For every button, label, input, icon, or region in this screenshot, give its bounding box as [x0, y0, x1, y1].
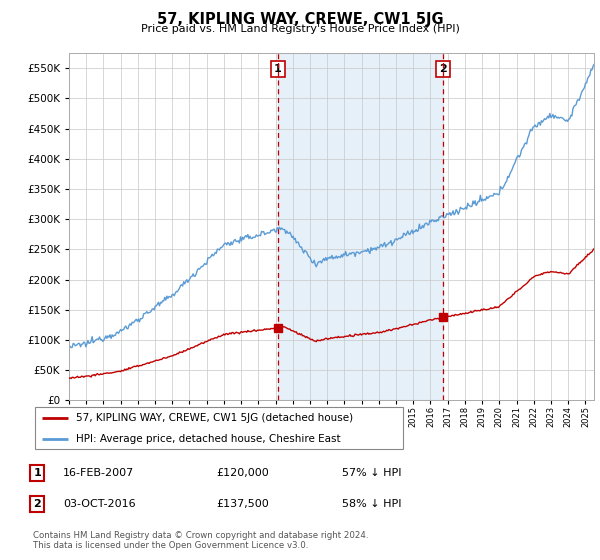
FancyBboxPatch shape	[35, 407, 403, 450]
Text: Contains HM Land Registry data © Crown copyright and database right 2024.
This d: Contains HM Land Registry data © Crown c…	[33, 531, 368, 550]
Text: 57, KIPLING WAY, CREWE, CW1 5JG (detached house): 57, KIPLING WAY, CREWE, CW1 5JG (detache…	[76, 413, 353, 423]
Text: £137,500: £137,500	[216, 499, 269, 509]
Text: HPI: Average price, detached house, Cheshire East: HPI: Average price, detached house, Ches…	[76, 433, 340, 444]
Text: 2: 2	[34, 499, 41, 509]
Text: 03-OCT-2016: 03-OCT-2016	[63, 499, 136, 509]
Text: 57, KIPLING WAY, CREWE, CW1 5JG: 57, KIPLING WAY, CREWE, CW1 5JG	[157, 12, 443, 27]
Text: 16-FEB-2007: 16-FEB-2007	[63, 468, 134, 478]
Text: Price paid vs. HM Land Registry's House Price Index (HPI): Price paid vs. HM Land Registry's House …	[140, 24, 460, 34]
Bar	[278, 53, 443, 400]
Text: 58% ↓ HPI: 58% ↓ HPI	[342, 499, 401, 509]
Text: £120,000: £120,000	[216, 468, 269, 478]
Text: 57% ↓ HPI: 57% ↓ HPI	[342, 468, 401, 478]
Text: 1: 1	[34, 468, 41, 478]
Text: 2: 2	[440, 64, 447, 74]
Text: 1: 1	[274, 64, 281, 74]
